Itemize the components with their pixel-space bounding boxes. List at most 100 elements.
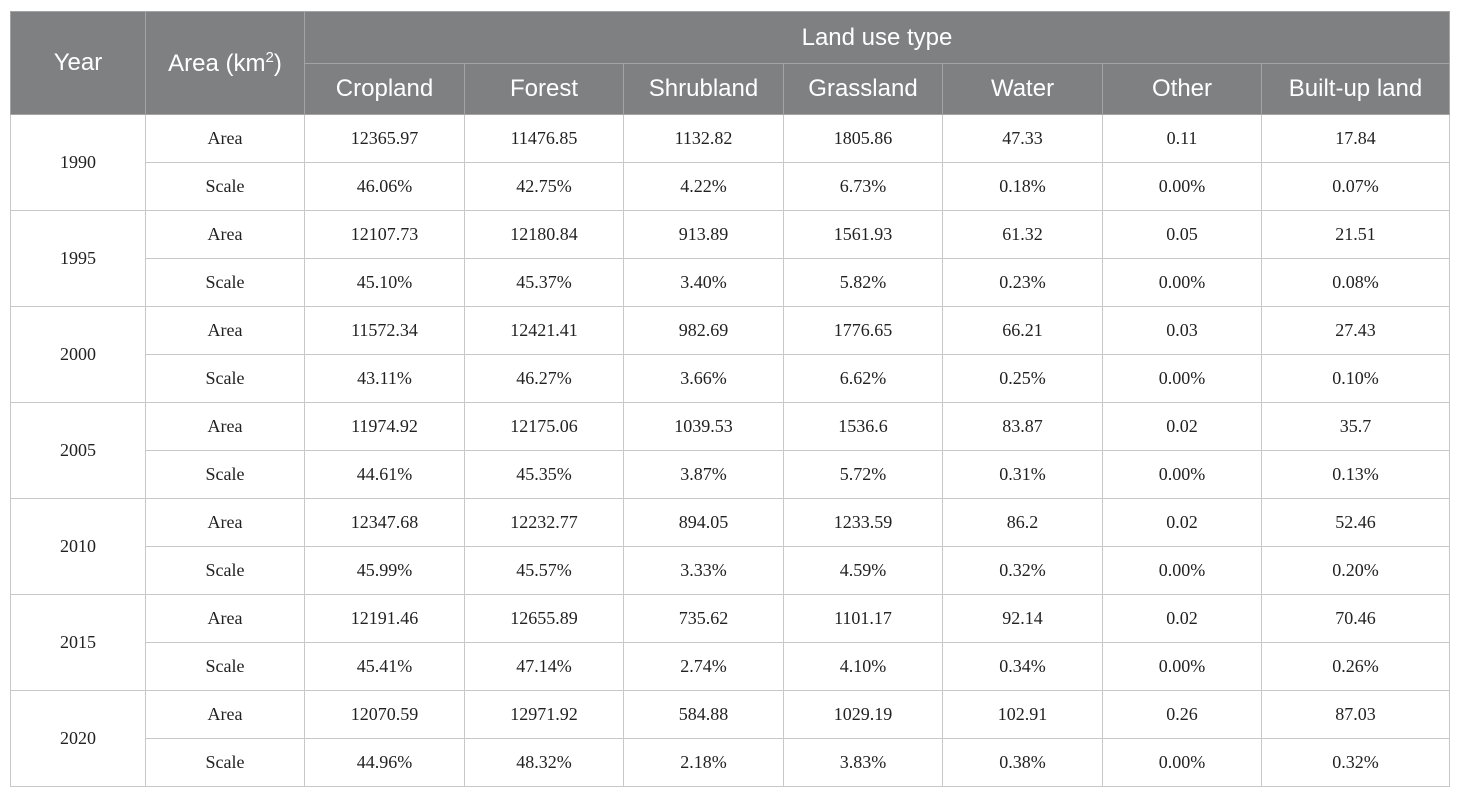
table-row: Scale 45.99% 45.57% 3.33% 4.59% 0.32% 0.00% 0.2…: [11, 546, 1450, 595]
area-value-cell: 52.46: [1261, 498, 1450, 547]
metric-label-cell: Scale: [145, 738, 305, 787]
scale-value-cell: 0.00%: [1102, 642, 1262, 691]
table-row: 2015 Area 12191.46 12655.89 735.62 1101.17 92.…: [10, 594, 1450, 691]
scale-value-cell: 45.35%: [464, 450, 624, 499]
area-value-cell: 47.33: [942, 114, 1103, 163]
scale-value-cell: 0.10%: [1261, 354, 1450, 403]
year-cell: 1990: [10, 114, 146, 211]
year-cell: 2010: [10, 498, 146, 595]
area-value-cell: 1536.6: [783, 402, 943, 451]
column-header: Forest: [464, 63, 624, 115]
land-use-table: Year Area (km2) Land use type Cropland Fo…: [10, 11, 1450, 787]
scale-value-cell: 45.37%: [464, 258, 624, 307]
scale-value-cell: 46.27%: [464, 354, 624, 403]
metric-label-cell: Scale: [145, 546, 305, 595]
metric-label-cell: Area: [145, 690, 305, 739]
area-value-cell: 12070.59: [304, 690, 465, 739]
column-header: Shrubland: [623, 63, 784, 115]
scale-value-cell: 0.23%: [942, 258, 1103, 307]
area-value-cell: 12421.41: [464, 306, 624, 355]
scale-value-cell: 0.00%: [1102, 162, 1262, 211]
area-value-cell: 1776.65: [783, 306, 943, 355]
scale-value-cell: 6.73%: [783, 162, 943, 211]
scale-value-cell: 42.75%: [464, 162, 624, 211]
scale-value-cell: 45.99%: [304, 546, 465, 595]
metric-label-cell: Scale: [145, 354, 305, 403]
area-value-cell: 1039.53: [623, 402, 784, 451]
area-value-cell: 12191.46: [304, 594, 465, 643]
scale-value-cell: 3.83%: [783, 738, 943, 787]
scale-value-cell: 0.20%: [1261, 546, 1450, 595]
area-value-cell: 66.21: [942, 306, 1103, 355]
area-value-cell: 584.88: [623, 690, 784, 739]
area-value-cell: 11476.85: [464, 114, 624, 163]
table-row: 1995 Area 12107.73 12180.84 913.89 1561.93 61.…: [10, 210, 1450, 307]
year-header: Year: [10, 11, 146, 115]
metric-label-cell: Scale: [145, 162, 305, 211]
area-value-cell: 87.03: [1261, 690, 1450, 739]
area-value-cell: 21.51: [1261, 210, 1450, 259]
area-value-cell: 12365.97: [304, 114, 465, 163]
table-row: Scale 45.10% 45.37% 3.40% 5.82% 0.23% 0.00% 0.0…: [11, 258, 1450, 307]
scale-value-cell: 45.57%: [464, 546, 624, 595]
area-value-cell: 86.2: [942, 498, 1103, 547]
area-value-cell: 0.05: [1102, 210, 1262, 259]
scale-value-cell: 0.25%: [942, 354, 1103, 403]
metric-label-cell: Scale: [145, 642, 305, 691]
scale-value-cell: 3.87%: [623, 450, 784, 499]
metric-label-cell: Area: [145, 114, 305, 163]
scale-value-cell: 6.62%: [783, 354, 943, 403]
scale-value-cell: 2.18%: [623, 738, 784, 787]
year-cell: 1995: [10, 210, 146, 307]
area-value-cell: 982.69: [623, 306, 784, 355]
scale-value-cell: 46.06%: [304, 162, 465, 211]
area-value-cell: 0.26: [1102, 690, 1262, 739]
scale-value-cell: 0.07%: [1261, 162, 1450, 211]
area-value-cell: 1561.93: [783, 210, 943, 259]
area-value-cell: 1132.82: [623, 114, 784, 163]
scale-value-cell: 0.00%: [1102, 546, 1262, 595]
column-header: Cropland: [304, 63, 465, 115]
scale-value-cell: 0.32%: [942, 546, 1103, 595]
area-value-cell: 12347.68: [304, 498, 465, 547]
area-value-cell: 27.43: [1261, 306, 1450, 355]
area-value-cell: 0.03: [1102, 306, 1262, 355]
column-header: Other: [1102, 63, 1262, 115]
year-cell: 2015: [10, 594, 146, 691]
scale-value-cell: 44.61%: [304, 450, 465, 499]
table-row: 2010 Area 12347.68 12232.77 894.05 1233.59 86.…: [10, 498, 1450, 595]
scale-value-cell: 47.14%: [464, 642, 624, 691]
scale-value-cell: 3.40%: [623, 258, 784, 307]
scale-value-cell: 0.00%: [1102, 738, 1262, 787]
area-value-cell: 913.89: [623, 210, 784, 259]
area-value-cell: 894.05: [623, 498, 784, 547]
metric-label-cell: Area: [145, 594, 305, 643]
column-header: Grassland: [783, 63, 943, 115]
year-cell: 2020: [10, 690, 146, 787]
table-row: 1990 Area 12365.97 11476.85 1132.82 1805.86 47…: [10, 114, 1450, 211]
table-row: Scale 44.96% 48.32% 2.18% 3.83% 0.38% 0.00% 0.3…: [11, 738, 1450, 787]
area-value-cell: 12175.06: [464, 402, 624, 451]
metric-label-cell: Area: [145, 402, 305, 451]
area-value-cell: 0.02: [1102, 594, 1262, 643]
column-header: Built-up land: [1261, 63, 1450, 115]
metric-label-cell: Area: [145, 306, 305, 355]
scale-value-cell: 0.31%: [942, 450, 1103, 499]
table-row: 2005 Area 11974.92 12175.06 1039.53 1536.6 83.…: [10, 402, 1450, 499]
year-cell: 2005: [10, 402, 146, 499]
scale-value-cell: 3.33%: [623, 546, 784, 595]
scale-value-cell: 0.38%: [942, 738, 1103, 787]
scale-value-cell: 5.72%: [783, 450, 943, 499]
table-row: Scale 44.61% 45.35% 3.87% 5.72% 0.31% 0.00% 0.1…: [11, 450, 1450, 499]
area-value-cell: 12180.84: [464, 210, 624, 259]
scale-value-cell: 0.26%: [1261, 642, 1450, 691]
scale-value-cell: 4.10%: [783, 642, 943, 691]
year-cell: 2000: [10, 306, 146, 403]
metric-label-cell: Scale: [145, 258, 305, 307]
area-header: Area (km2): [145, 11, 305, 115]
scale-value-cell: 5.82%: [783, 258, 943, 307]
area-value-cell: 12107.73: [304, 210, 465, 259]
scale-value-cell: 0.13%: [1261, 450, 1450, 499]
scale-value-cell: 0.34%: [942, 642, 1103, 691]
area-value-cell: 11974.92: [304, 402, 465, 451]
